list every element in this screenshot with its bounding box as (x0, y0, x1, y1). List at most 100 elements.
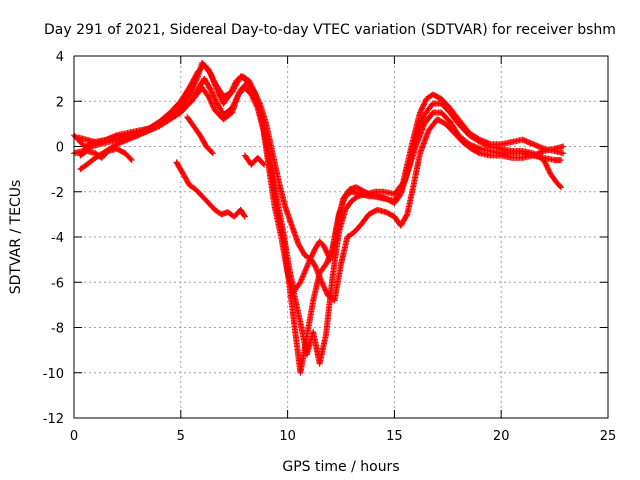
data-point-marker (208, 149, 215, 156)
data-point-marker (231, 99, 238, 106)
series-track-4 (75, 62, 565, 367)
data-point-marker (210, 103, 217, 110)
data-point-marker (326, 254, 333, 261)
data-point-marker (556, 183, 563, 190)
data-point-marker (211, 95, 218, 102)
data-point-marker (241, 213, 248, 220)
data-point-marker (249, 86, 256, 93)
data-point-marker (542, 161, 549, 168)
data-point-marker (420, 102, 427, 109)
data-point-marker (396, 192, 403, 199)
data-point-marker (234, 93, 241, 100)
data-point-marker (325, 255, 332, 262)
series-track-5 (77, 145, 135, 164)
data-point-marker (251, 88, 258, 95)
data-point-marker (205, 93, 212, 100)
data-point-marker (210, 93, 217, 100)
data-point-marker (226, 91, 233, 98)
data-point-marker (232, 98, 239, 105)
data-point-marker (417, 109, 424, 116)
x-tick-label: 0 (70, 429, 78, 444)
data-point-marker (230, 84, 237, 91)
y-tick-label: -8 (51, 322, 64, 337)
data-point-marker (251, 90, 258, 97)
data-point-marker (560, 150, 567, 157)
data-point-marker (319, 280, 326, 287)
chart-title: Day 291 of 2021, Sidereal Day-to-day VTE… (44, 22, 616, 38)
data-point-marker (217, 95, 224, 102)
y-tick-label: 2 (56, 95, 64, 110)
data-point-marker (320, 281, 327, 288)
data-point-marker (229, 86, 236, 93)
data-point-marker (215, 89, 222, 96)
data-point-marker (403, 212, 410, 219)
data-point-marker (231, 100, 238, 107)
data-point-marker (249, 84, 256, 91)
data-point-marker (323, 248, 330, 255)
data-point-marker (422, 98, 429, 105)
x-tick-label: 25 (600, 429, 617, 444)
data-point-marker (214, 88, 221, 95)
data-point-marker (420, 101, 427, 108)
y-tick-label: -4 (51, 231, 64, 246)
data-point-marker (250, 87, 257, 94)
data-point-marker (543, 162, 550, 169)
series-track-3 (77, 75, 567, 304)
data-point-marker (326, 253, 333, 260)
tick-layer: 0 5 10 15 20 25 -12 -10 -8 -6 -4 -2 0 2 4 (43, 50, 617, 444)
data-point-marker (475, 149, 482, 156)
data-point-marker (311, 248, 318, 255)
grid-layer (74, 56, 608, 418)
x-tick-label: 15 (386, 429, 403, 444)
data-point-marker (418, 105, 425, 112)
series-track-6 (173, 159, 248, 220)
data-point-marker (208, 100, 215, 107)
data-point-marker (227, 90, 234, 97)
data-point-marker (233, 96, 240, 103)
data-point-marker (208, 99, 215, 106)
data-point-marker (260, 160, 267, 167)
data-point-marker (401, 178, 408, 185)
data-point-marker (318, 279, 325, 286)
data-point-marker (230, 83, 237, 90)
y-tick-label: -10 (43, 367, 64, 382)
data-point-marker (261, 161, 268, 168)
data-point-marker (419, 104, 426, 111)
x-tick-label: 20 (493, 429, 510, 444)
series-track-7 (241, 152, 268, 168)
data-point-marker (208, 89, 215, 96)
data-point-marker (320, 283, 327, 290)
data-point-marker (216, 92, 223, 99)
data-point-marker (210, 104, 217, 111)
data-point-marker (322, 245, 329, 252)
data-point-marker (321, 244, 328, 251)
data-point-marker (418, 106, 425, 113)
data-point-marker (560, 143, 567, 150)
data-point-marker (323, 261, 330, 268)
data-point-marker (309, 250, 316, 257)
x-tick-label: 5 (177, 429, 185, 444)
data-point-marker (558, 157, 565, 164)
data-point-marker (209, 150, 216, 157)
data-point-marker (248, 81, 255, 88)
data-point-marker (324, 258, 331, 265)
data-point-marker (322, 287, 329, 294)
data-point-marker (209, 101, 216, 108)
data-point-marker (216, 91, 223, 98)
data-point-marker (323, 259, 330, 266)
data-point-marker (128, 157, 135, 164)
data-point-marker (214, 86, 221, 93)
data-point-marker (232, 80, 239, 87)
data-point-marker (321, 286, 328, 293)
x-tick-label: 10 (279, 429, 296, 444)
data-point-marker (558, 184, 565, 191)
data-point-marker (228, 87, 235, 94)
y-tick-label: 4 (56, 50, 64, 65)
data-point-marker (421, 100, 428, 107)
data-point-marker (544, 165, 551, 172)
data-point-marker (234, 92, 241, 99)
data-point-marker (248, 83, 255, 90)
data-point-marker (229, 103, 236, 110)
data-point-marker (545, 166, 552, 173)
